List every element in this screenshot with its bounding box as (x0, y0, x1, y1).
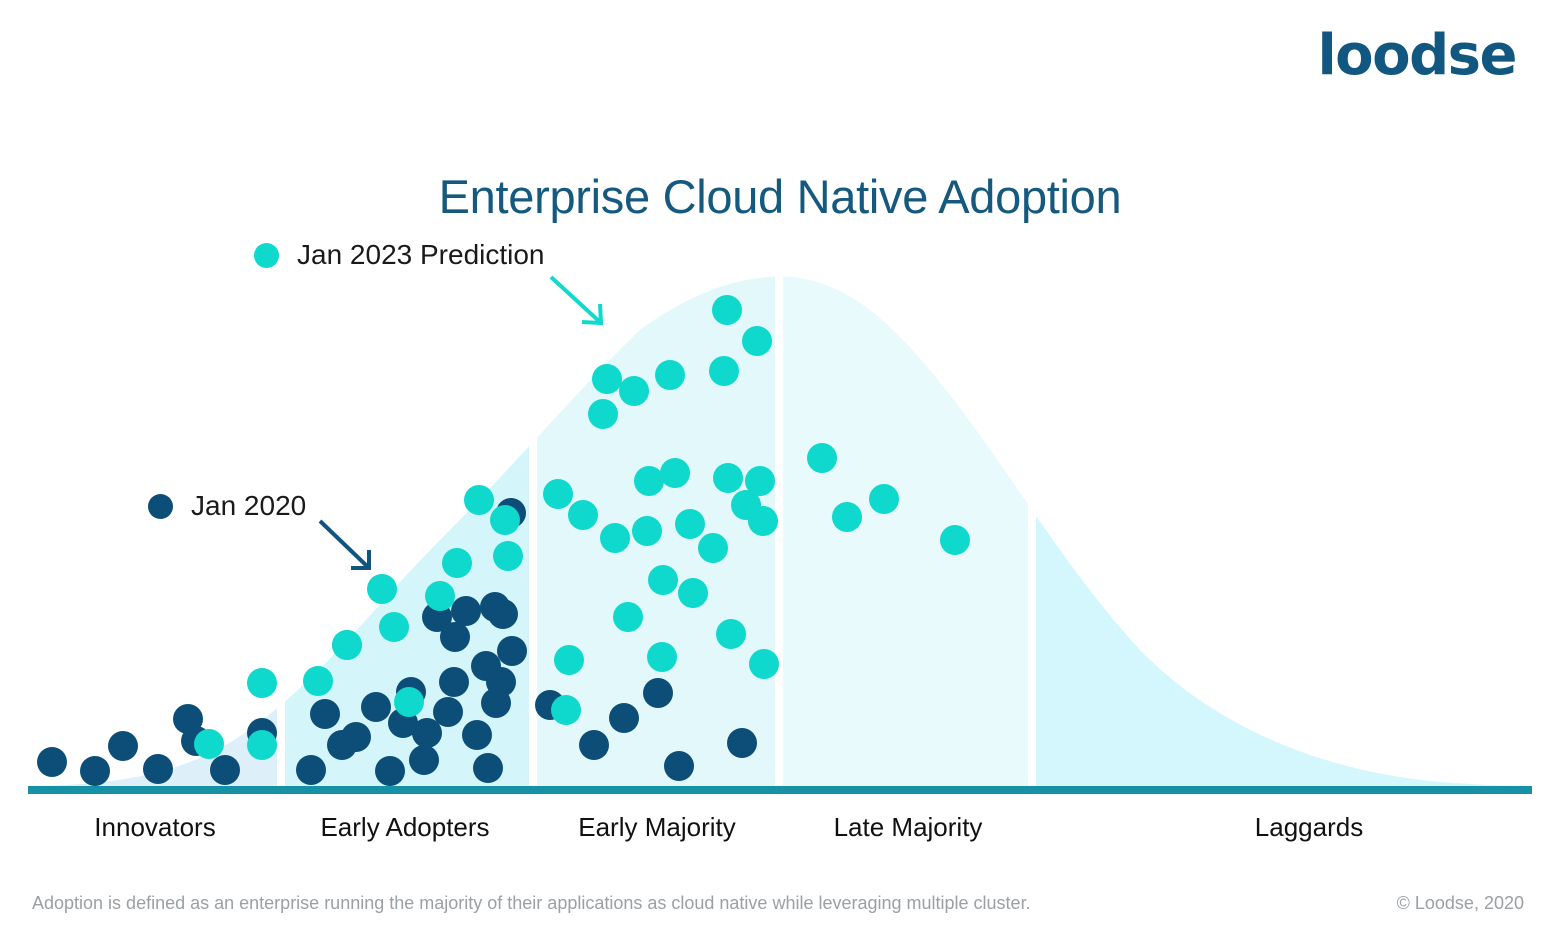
data-point (490, 505, 520, 535)
data-point (442, 548, 472, 578)
data-point (592, 364, 622, 394)
data-point (678, 578, 708, 608)
data-point (361, 692, 391, 722)
data-point (675, 509, 705, 539)
data-point (412, 718, 442, 748)
data-point (409, 745, 439, 775)
data-point (375, 756, 405, 786)
data-point (609, 703, 639, 733)
data-point (425, 581, 455, 611)
data-point (713, 463, 743, 493)
data-point (37, 747, 67, 777)
footer: Adoption is defined as an enterprise run… (32, 893, 1524, 914)
data-point (497, 636, 527, 666)
copyright-text: © Loodse, 2020 (1396, 893, 1524, 913)
data-point (749, 649, 779, 679)
data-point (80, 756, 110, 786)
data-point (439, 667, 469, 697)
data-point (716, 619, 746, 649)
data-point (543, 479, 573, 509)
data-point (554, 645, 584, 675)
data-point (568, 500, 598, 530)
category-label-early-adopters: Early Adopters (320, 812, 490, 842)
data-point (488, 599, 518, 629)
data-point (210, 755, 240, 785)
data-point (473, 753, 503, 783)
data-point (327, 730, 357, 760)
legend-label-actual-2020: Jan 2020 (191, 490, 307, 521)
data-point (745, 466, 775, 496)
data-point (613, 602, 643, 632)
data-point (332, 630, 362, 660)
page-title: Enterprise Cloud Native Adoption (438, 170, 1122, 224)
data-point (493, 541, 523, 571)
data-point (247, 730, 277, 760)
category-label-innovators: Innovators (94, 812, 216, 842)
data-point (655, 360, 685, 390)
data-point (643, 678, 673, 708)
data-point (940, 525, 970, 555)
data-point (698, 533, 728, 563)
data-point (600, 523, 630, 553)
data-point (394, 687, 424, 717)
legend-swatch-prediction-2023 (254, 242, 279, 268)
data-point (296, 755, 326, 785)
data-point (648, 565, 678, 595)
data-point (709, 356, 739, 386)
category-label-late-majority: Late Majority (833, 812, 983, 842)
data-point (462, 720, 492, 750)
category-axis-labels: Innovators Early Adopters Early Majority La… (0, 812, 1560, 854)
data-point (632, 516, 662, 546)
data-point (108, 731, 138, 761)
data-point (247, 668, 277, 698)
data-point (379, 612, 409, 642)
loodse-logo: loodse (1317, 23, 1517, 88)
data-point (660, 458, 690, 488)
data-point (451, 596, 481, 626)
legend-label-prediction-2023: Jan 2023 Prediction (297, 239, 545, 270)
data-point (588, 399, 618, 429)
data-point (551, 695, 581, 725)
data-point (486, 667, 516, 697)
data-point (143, 754, 173, 784)
data-point (367, 574, 397, 604)
category-label-early-majority: Early Majority (578, 812, 736, 842)
data-point (664, 751, 694, 781)
legend-swatch-actual-2020 (148, 493, 173, 519)
data-point (807, 443, 837, 473)
data-point (464, 485, 494, 515)
data-point (579, 730, 609, 760)
category-label-laggards: Laggards (1254, 812, 1364, 842)
data-point (619, 376, 649, 406)
data-point (647, 642, 677, 672)
data-point (748, 506, 778, 536)
legend-item-prediction-2023: Jan 2023 Prediction (254, 241, 545, 269)
data-point (832, 502, 862, 532)
data-point (310, 699, 340, 729)
data-point (194, 729, 224, 759)
legend-item-actual-2020: Jan 2020 (148, 492, 306, 520)
data-point (869, 484, 899, 514)
data-point (303, 666, 333, 696)
footnote-text: Adoption is defined as an enterprise run… (32, 893, 1031, 913)
data-point (742, 326, 772, 356)
data-point (634, 466, 664, 496)
data-point (712, 295, 742, 325)
data-point (727, 728, 757, 758)
